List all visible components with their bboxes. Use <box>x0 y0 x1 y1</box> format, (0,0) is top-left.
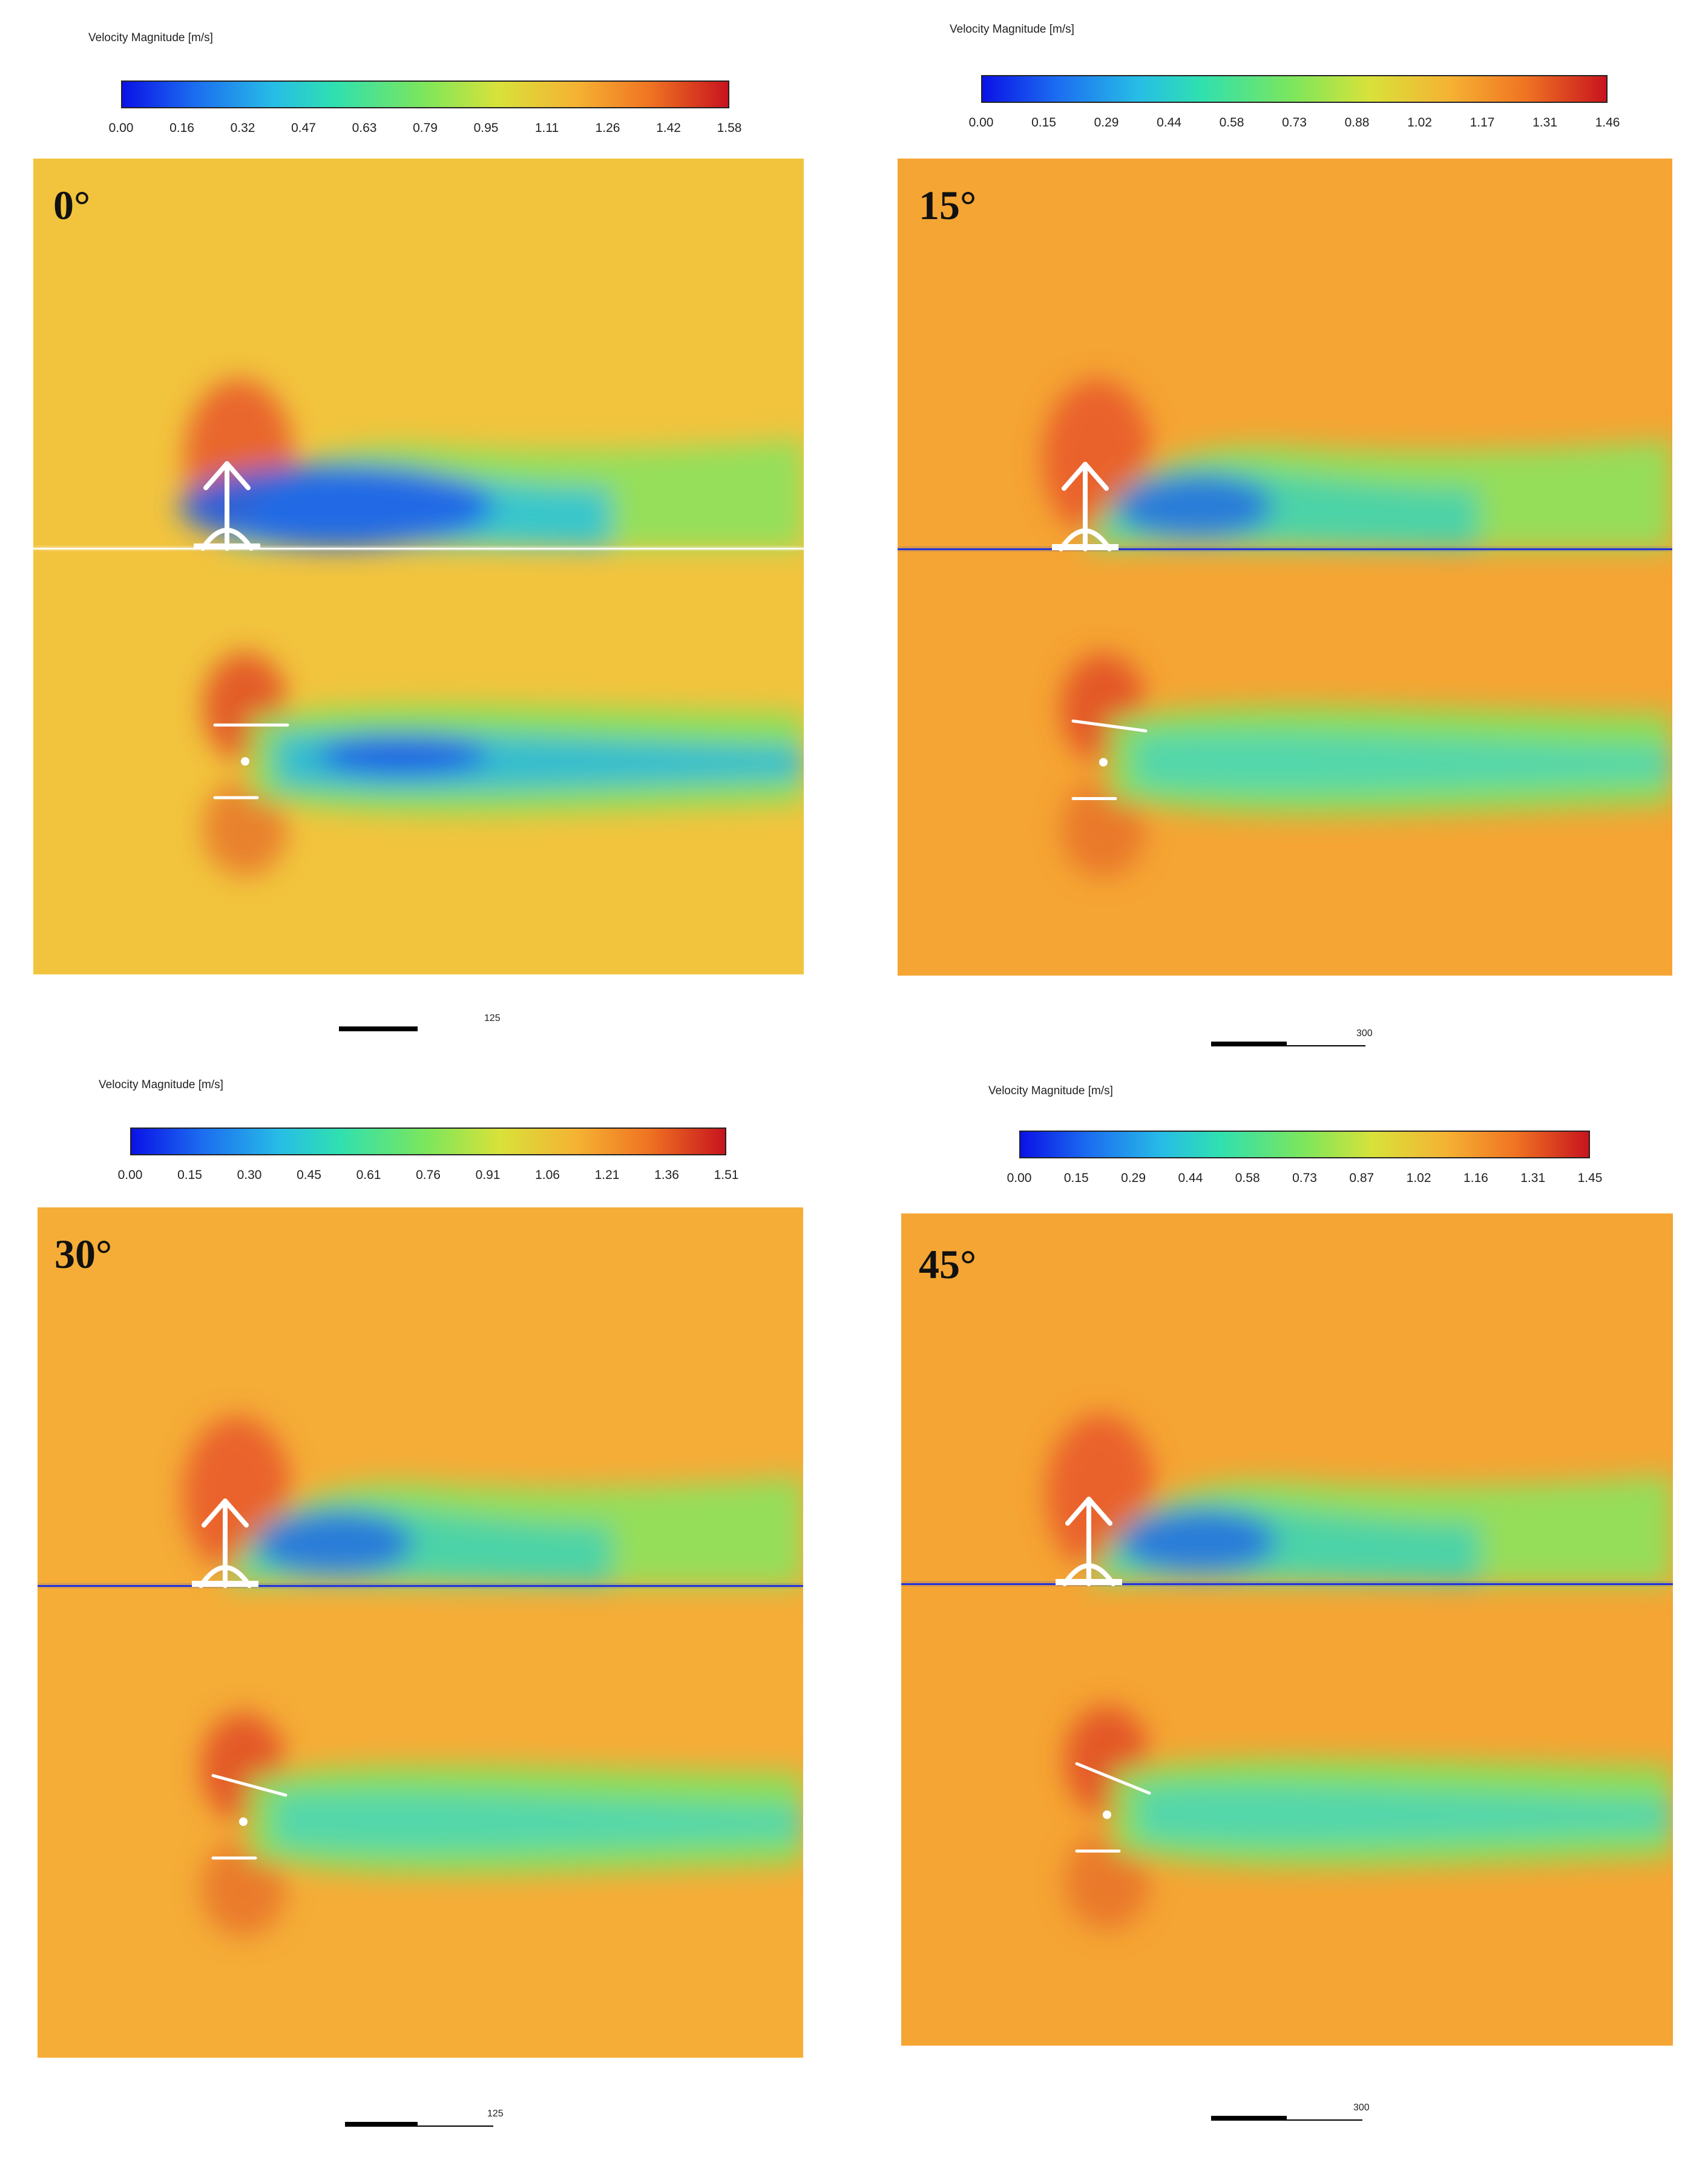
colorbar-tick-label: 1.36 <box>654 1168 679 1182</box>
panel-45deg: Velocity Magnitude [m/s] 45° 300 0.00 0.1… <box>854 1065 1708 2160</box>
colorbar-tick-label: 0.00 <box>1007 1171 1032 1185</box>
scale-bar-label: 125 <box>487 2109 504 2119</box>
angle-label: 0° <box>53 182 91 228</box>
colorbar <box>981 75 1608 103</box>
colorbar-tick-label: 0.32 <box>230 121 255 135</box>
colorbar-tick-label: 0.45 <box>297 1168 321 1182</box>
colorbar-tick-label: 0.58 <box>1235 1171 1260 1185</box>
colorbar-tick-label: 0.79 <box>413 121 438 135</box>
colorbar-tick-label: 1.58 <box>717 121 742 135</box>
colorbar-tick-label: 0.15 <box>1063 1171 1089 1185</box>
colorbar-tick-label: 1.02 <box>1406 1171 1431 1185</box>
colorbar-tick-label: 0.15 <box>177 1168 202 1182</box>
scale-bar: 125 <box>339 1013 501 1035</box>
colorbar-title: Velocity Magnitude [m/s] <box>88 31 213 44</box>
scale-bar: 300 <box>1211 1028 1373 1050</box>
colorbar-tick-label: 1.11 <box>534 121 559 135</box>
panel-30deg: Velocity Magnitude [m/s] 30° 125 0.00 0.1… <box>0 1065 854 2160</box>
colorbar-tick-label: 0.29 <box>1094 116 1119 130</box>
colorbar-tick-label: 0.73 <box>1292 1171 1317 1185</box>
colorbar-tick-label: 0.73 <box>1282 116 1307 130</box>
colorbar-tick-label: 0.00 <box>117 1168 143 1182</box>
velocity-contour-panel <box>33 159 804 974</box>
scale-bar: 125 <box>345 2109 504 2130</box>
velocity-contour-panel <box>898 159 1672 976</box>
colorbar-tick-label: 0.30 <box>237 1168 262 1182</box>
velocity-contour-panel <box>38 1207 803 2058</box>
colorbar-tick-label: 1.21 <box>594 1168 620 1182</box>
colorbar-tick-label: 1.31 <box>1532 116 1557 130</box>
colorbar-tick-label: 0.29 <box>1121 1171 1146 1185</box>
colorbar-tick-label: 0.63 <box>352 121 377 135</box>
colorbar-tick-label: 0.00 <box>108 121 134 135</box>
scale-bar-label: 300 <box>1356 1028 1373 1039</box>
colorbar-title: Velocity Magnitude [m/s] <box>950 23 1074 36</box>
colorbar-tick-label: 1.26 <box>595 121 620 135</box>
velocity-contour-panel <box>901 1213 1673 2046</box>
panel-0deg: Velocity Magnitude [m/s] 0° 125 0.00 0.16… <box>0 0 854 1065</box>
colorbar-tick-label: 0.58 <box>1219 116 1244 130</box>
colorbar-tick-label: 1.51 <box>714 1168 739 1182</box>
scale-bar-label: 300 <box>1353 2103 1370 2113</box>
colorbar-tick-label: 0.87 <box>1349 1171 1375 1185</box>
colorbar-tick-label: 1.45 <box>1577 1171 1603 1185</box>
colorbar-tick-label: 1.17 <box>1470 116 1495 130</box>
colorbar-tick-label: 1.06 <box>535 1168 560 1182</box>
angle-label: 45° <box>919 1241 977 1287</box>
colorbar-tick-label: 0.47 <box>291 121 316 135</box>
colorbar-tick-label: 1.31 <box>1520 1171 1546 1185</box>
colorbar-tick-label: 0.44 <box>1178 1171 1203 1185</box>
angle-label: 15° <box>919 182 977 228</box>
colorbar-tick-label: 0.16 <box>169 121 194 135</box>
colorbar-tick-label: 0.88 <box>1344 116 1370 130</box>
colorbar-tick-label: 0.76 <box>416 1168 441 1182</box>
colorbar-tick-label: 0.15 <box>1031 116 1056 130</box>
colorbar-title: Velocity Magnitude [m/s] <box>99 1078 223 1091</box>
colorbar-tick-label: 0.91 <box>475 1168 501 1182</box>
angle-label: 30° <box>54 1231 113 1277</box>
colorbar-tick-label: 1.46 <box>1595 116 1620 130</box>
panel-15deg: Velocity Magnitude [m/s] 15° 300 0.00 0.1… <box>854 0 1708 1065</box>
colorbar <box>130 1128 726 1155</box>
colorbar-tick-label: 1.42 <box>656 121 681 135</box>
colorbar <box>1019 1131 1590 1158</box>
colorbar <box>121 80 729 108</box>
colorbar-tick-label: 0.95 <box>473 121 499 135</box>
colorbar-tick-label: 0.00 <box>968 116 994 130</box>
scale-bar: 300 <box>1211 2103 1370 2124</box>
scale-bar-label: 125 <box>484 1013 501 1023</box>
colorbar-tick-label: 1.02 <box>1407 116 1432 130</box>
colorbar-title: Velocity Magnitude [m/s] <box>988 1085 1113 1097</box>
colorbar-tick-label: 0.61 <box>356 1168 381 1182</box>
colorbar-tick-label: 1.16 <box>1463 1171 1488 1185</box>
colorbar-tick-label: 0.44 <box>1157 116 1181 130</box>
